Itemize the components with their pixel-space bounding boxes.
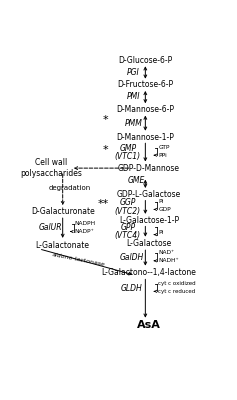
Text: Cell wall
polysaccharides: Cell wall polysaccharides (20, 158, 82, 178)
Text: cyt c oxidized: cyt c oxidized (158, 281, 196, 286)
Text: GalDH: GalDH (119, 253, 144, 262)
Text: GDP-D-Mannose: GDP-D-Mannose (118, 164, 180, 173)
Text: Pi: Pi (158, 199, 163, 204)
Text: *: * (103, 145, 109, 155)
Text: degradation: degradation (49, 185, 91, 191)
Text: PPi: PPi (158, 153, 167, 158)
Text: GLDH: GLDH (121, 284, 142, 293)
Text: **: ** (97, 200, 109, 210)
Text: L-Galactonate: L-Galactonate (36, 241, 90, 250)
Text: D-Galacturonate: D-Galacturonate (31, 207, 95, 216)
Text: L-Galactose-1-P: L-Galactose-1-P (119, 216, 179, 225)
Text: NADP⁺: NADP⁺ (75, 229, 94, 234)
Text: D-Mannose-1-P: D-Mannose-1-P (116, 133, 174, 142)
Text: AsA: AsA (137, 320, 161, 330)
Text: GGP
(VTC2): GGP (VTC2) (115, 198, 141, 216)
Text: D-Fructose-6-P: D-Fructose-6-P (117, 80, 173, 90)
Text: aldono-lactonase: aldono-lactonase (51, 252, 105, 268)
Text: NADH⁺: NADH⁺ (158, 258, 179, 263)
Text: NADPH: NADPH (75, 221, 96, 226)
Text: GTP: GTP (158, 145, 170, 150)
Text: D-Glucose-6-P: D-Glucose-6-P (118, 56, 173, 65)
Text: *: * (103, 115, 109, 125)
Text: Pi: Pi (158, 230, 163, 235)
Text: GDP-L-Galactose: GDP-L-Galactose (117, 190, 181, 199)
Text: D-Mannose-6-P: D-Mannose-6-P (116, 105, 174, 114)
Text: NAD⁺: NAD⁺ (158, 250, 174, 255)
Text: GME: GME (128, 176, 145, 185)
Text: GMP
(VTC1): GMP (VTC1) (115, 144, 141, 161)
Text: L-Galactono--1,4-lactone: L-Galactono--1,4-lactone (102, 268, 196, 277)
Text: GDP: GDP (158, 207, 171, 212)
Text: GPP
(VTC4): GPP (VTC4) (115, 223, 141, 240)
Text: PGI: PGI (127, 68, 140, 77)
Text: PMI: PMI (127, 92, 140, 102)
Text: cyt c reduced: cyt c reduced (158, 289, 196, 294)
Text: PMM: PMM (124, 119, 142, 128)
Text: GalUR: GalUR (39, 223, 63, 232)
Text: L-Galactose: L-Galactose (126, 239, 172, 248)
